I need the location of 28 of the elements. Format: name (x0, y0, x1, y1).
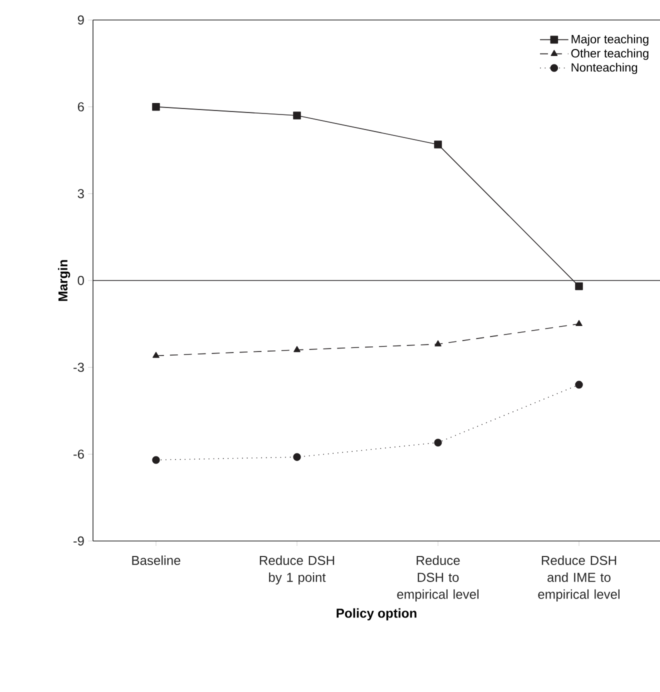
point (152, 456, 160, 464)
legend-label: Major teaching (572, 34, 648, 46)
y-tick-label: 3 (78, 189, 84, 198)
x-tick-label: Baseline (132, 556, 180, 566)
y-tick-label: -6 (74, 450, 84, 459)
point (294, 346, 300, 352)
point (576, 320, 582, 326)
point (293, 112, 301, 120)
x-tick-label: Reduce DSH to empirical level (397, 556, 478, 602)
point (575, 282, 583, 290)
legend-label: Nonteaching (572, 62, 638, 74)
y-tick-label: -9 (74, 536, 84, 546)
point (434, 340, 442, 346)
x-axis-title: Policy option (336, 608, 416, 620)
x-tick-label: Reduce DSH and IME to empirical level (538, 556, 620, 602)
y-tick-label: 0 (78, 276, 84, 286)
point (434, 438, 442, 446)
legend-label: Other teaching (571, 48, 648, 60)
y-tick-label: 9 (78, 15, 84, 25)
y-tick-label: 6 (78, 102, 84, 112)
point (152, 352, 160, 358)
y-tick-label: -3 (74, 362, 84, 372)
point (152, 102, 160, 111)
point (575, 380, 583, 389)
point (434, 140, 442, 148)
x-tick-label: Reduce DSH by 1 point (260, 556, 334, 585)
y-axis-title: Margin (58, 260, 70, 301)
point (293, 453, 301, 461)
